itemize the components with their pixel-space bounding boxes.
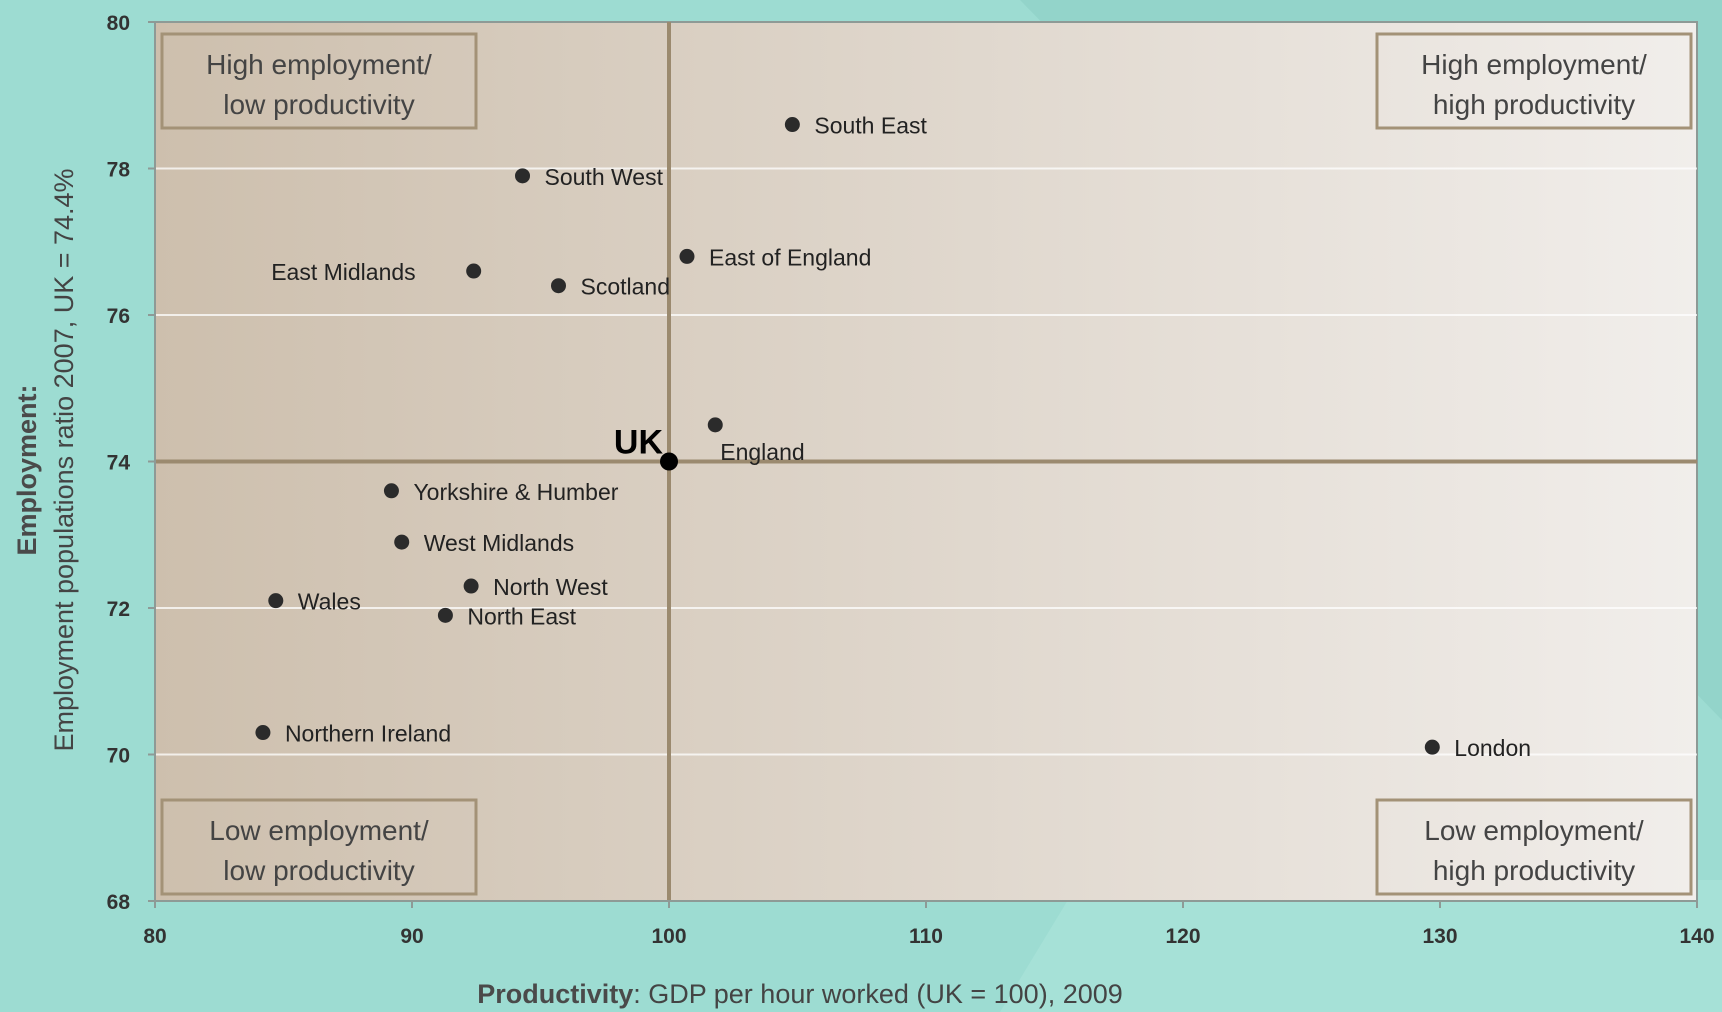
data-point [1424, 739, 1440, 755]
data-point [466, 263, 482, 279]
quadrant-box-bottom-left [160, 798, 478, 896]
background-accent-lower [1000, 880, 1722, 1012]
data-point [437, 607, 453, 623]
quadrant-label-line1: High employment/ [206, 49, 432, 80]
quadrant-label-line2: high productivity [1433, 89, 1635, 120]
quadrant-label-line2: low productivity [223, 855, 414, 886]
data-point-label: Wales [298, 589, 361, 615]
x-tick-label: 120 [1165, 925, 1200, 948]
y-tick-label: 68 [107, 891, 131, 914]
data-point [394, 534, 410, 550]
uk-point-label: UK [614, 424, 664, 462]
quadrant-label-line2: low productivity [223, 89, 414, 120]
y-tick-label: 70 [107, 745, 130, 768]
data-point [463, 578, 479, 594]
data-point [784, 117, 800, 133]
data-point [515, 168, 531, 184]
y-axis-title-bold: Employment: [12, 384, 42, 555]
data-point-label: Scotland [580, 274, 670, 300]
x-tick-label: 90 [400, 925, 423, 948]
quadrant-label-line1: High employment/ [1421, 49, 1647, 80]
data-point [550, 278, 566, 294]
x-tick-label: 140 [1679, 925, 1714, 948]
data-point [383, 483, 399, 499]
quadrant-box-top-right [1375, 32, 1693, 130]
quadrant-label-line1: Low employment/ [1424, 815, 1644, 846]
y-tick-label: 76 [107, 305, 130, 328]
quadrant-label-line2: high productivity [1433, 855, 1635, 886]
quadrant-labels: High employment/low productivity High emp… [160, 32, 1693, 896]
data-point [255, 725, 271, 741]
data-points: South East South West East of England East … [255, 113, 1531, 761]
quadrant-box-bottom-right [1375, 798, 1693, 896]
data-point-label: East of England [709, 244, 871, 270]
y-tick-label: 74 [107, 452, 131, 475]
x-tick-label: 80 [143, 925, 166, 948]
y-tick-label: 78 [107, 159, 131, 182]
data-point-label: North West [493, 574, 608, 600]
data-point-label: North East [467, 603, 576, 629]
y-axis: 68 70 72 74 76 78 80 [107, 12, 156, 914]
x-axis-title: Productivity: GDP per hour worked (UK = … [477, 979, 1123, 1009]
data-point [707, 417, 723, 433]
data-point-label: East Midlands [271, 259, 415, 285]
data-point-label: West Midlands [424, 530, 574, 556]
y-tick-label: 80 [107, 12, 130, 35]
data-point-label: South East [814, 113, 927, 139]
data-point-label: London [1454, 735, 1531, 761]
uk-point [660, 452, 678, 471]
x-tick-label: 110 [909, 925, 943, 948]
data-point [268, 593, 284, 609]
y-tick-label: 72 [107, 598, 130, 621]
data-point-label: South West [545, 164, 664, 190]
x-tick-label: 100 [651, 925, 686, 948]
data-point-label: Yorkshire & Humber [413, 479, 618, 505]
data-point [679, 248, 695, 264]
data-point-label: England [720, 439, 804, 465]
x-tick-label: 130 [1422, 925, 1457, 948]
quadrant-label-line1: Low employment/ [209, 815, 429, 846]
x-axis: 80 90 100 110 120 130 140 [143, 900, 1715, 948]
quadrant-box-top-left [160, 32, 478, 130]
y-axis-title: Employment populations ratio 2007, UK = … [49, 168, 79, 751]
data-point-label: Northern Ireland [285, 721, 451, 747]
